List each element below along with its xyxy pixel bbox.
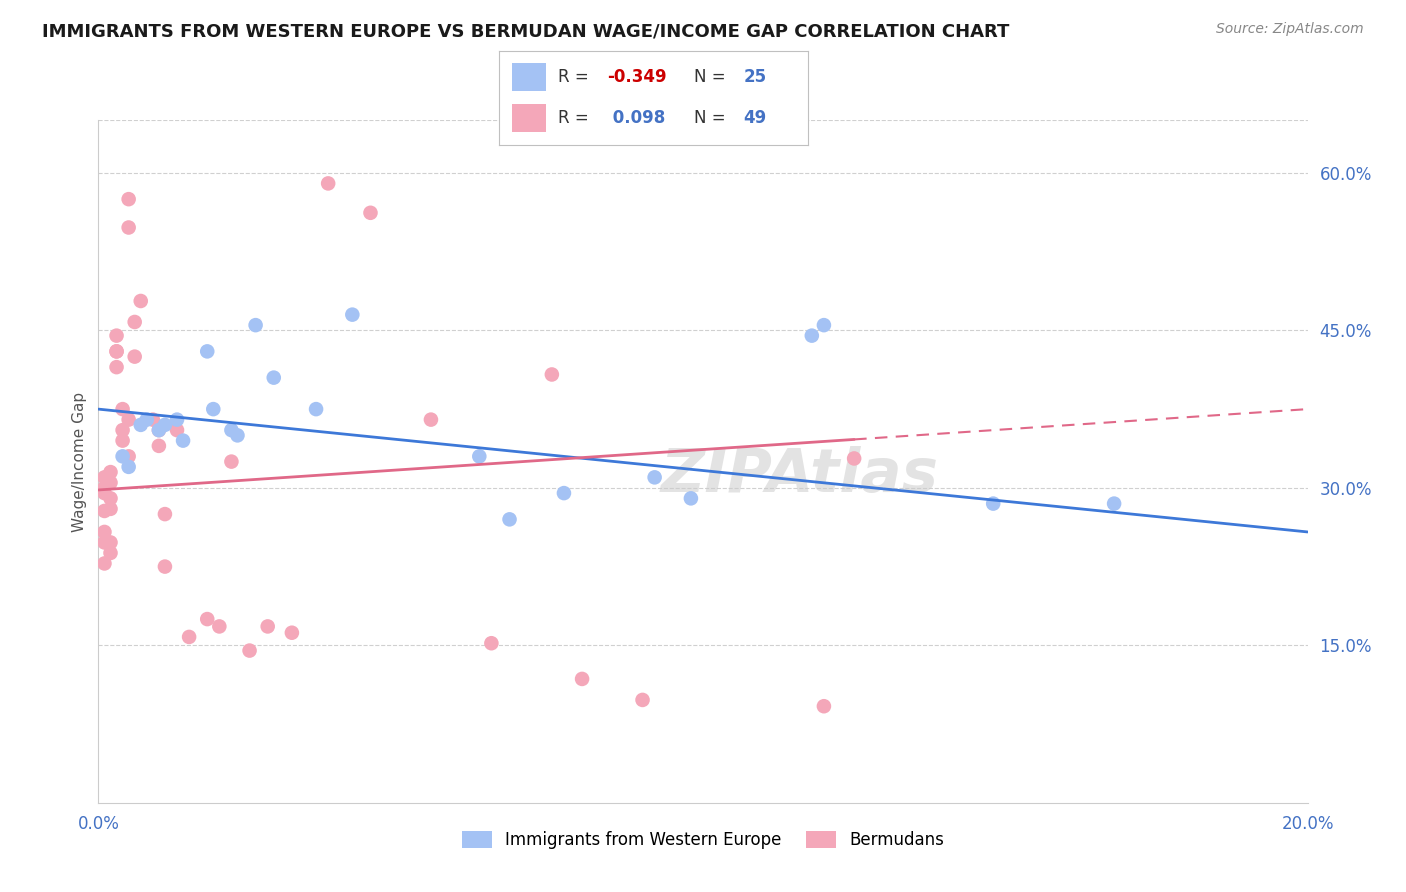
Point (166, 412, 188, 426)
Point (100, 501, 122, 516)
Point (263, 370, 285, 384)
Point (195, 612, 218, 626)
Point (679, 491, 702, 506)
Point (316, 177, 339, 191)
Text: ZIPAtlas: ZIPAtlas (661, 446, 939, 505)
Point (166, 423, 188, 437)
Point (360, 206, 382, 220)
Text: Source: ZipAtlas.com: Source: ZipAtlas.com (1216, 22, 1364, 37)
Point (172, 434, 194, 448)
Point (142, 412, 165, 426)
Point (342, 308, 364, 322)
Point (118, 459, 141, 474)
Point (129, 417, 152, 432)
Point (540, 368, 562, 382)
Point (239, 643, 262, 657)
Point (111, 434, 134, 448)
Point (813, 318, 835, 332)
Point (644, 470, 666, 484)
Point (148, 439, 170, 453)
Point (105, 344, 128, 359)
Point (118, 192, 141, 206)
Point (226, 428, 249, 442)
Text: N =: N = (695, 68, 731, 86)
Point (93, 470, 115, 484)
Text: R =: R = (558, 109, 593, 127)
Point (111, 402, 134, 417)
Text: R =: R = (558, 68, 593, 86)
Point (124, 350, 146, 364)
FancyBboxPatch shape (512, 104, 546, 132)
Y-axis label: Wage/Income Gap: Wage/Income Gap (72, 392, 87, 532)
Point (111, 423, 134, 437)
Point (305, 402, 328, 417)
Point (981, 497, 1004, 511)
Point (221, 423, 243, 437)
Point (631, 693, 654, 707)
Point (195, 344, 218, 359)
Point (93, 535, 115, 549)
Point (844, 451, 866, 466)
Text: N =: N = (695, 109, 731, 127)
Point (1102, 497, 1125, 511)
Point (93, 486, 115, 500)
Point (100, 546, 122, 560)
Point (571, 672, 593, 686)
Point (105, 344, 128, 359)
Point (281, 625, 304, 640)
Point (124, 315, 146, 329)
Point (221, 454, 243, 469)
Text: 0.098: 0.098 (607, 109, 665, 127)
Point (118, 412, 141, 426)
Point (100, 465, 122, 479)
Point (498, 512, 520, 526)
Point (481, 636, 503, 650)
Text: IMMIGRANTS FROM WESTERN EUROPE VS BERMUDAN WAGE/INCOME GAP CORRELATION CHART: IMMIGRANTS FROM WESTERN EUROPE VS BERMUD… (42, 22, 1010, 40)
Point (153, 507, 176, 521)
Point (135, 412, 157, 426)
Legend: Immigrants from Western Europe, Bermudans: Immigrants from Western Europe, Bermudan… (456, 824, 950, 856)
Point (93, 504, 115, 518)
Point (93, 557, 115, 571)
Point (100, 535, 122, 549)
Point (208, 619, 231, 633)
Text: 49: 49 (744, 109, 766, 127)
Point (468, 450, 491, 464)
Point (202, 402, 225, 417)
Point (100, 475, 122, 490)
FancyBboxPatch shape (512, 63, 546, 91)
Point (553, 486, 575, 500)
Point (129, 293, 152, 308)
Point (245, 318, 267, 332)
Point (111, 450, 134, 464)
Point (105, 328, 128, 343)
Text: 25: 25 (744, 68, 766, 86)
Point (105, 360, 128, 375)
Point (93, 481, 115, 495)
Point (813, 699, 835, 714)
Point (148, 423, 170, 437)
Point (93, 524, 115, 539)
Point (118, 220, 141, 235)
Point (153, 559, 176, 574)
Point (100, 491, 122, 506)
Point (148, 423, 170, 437)
Point (256, 619, 278, 633)
Point (118, 450, 141, 464)
Point (800, 328, 823, 343)
Point (179, 630, 201, 644)
Point (420, 412, 443, 426)
Text: -0.349: -0.349 (607, 68, 666, 86)
Point (153, 417, 176, 432)
